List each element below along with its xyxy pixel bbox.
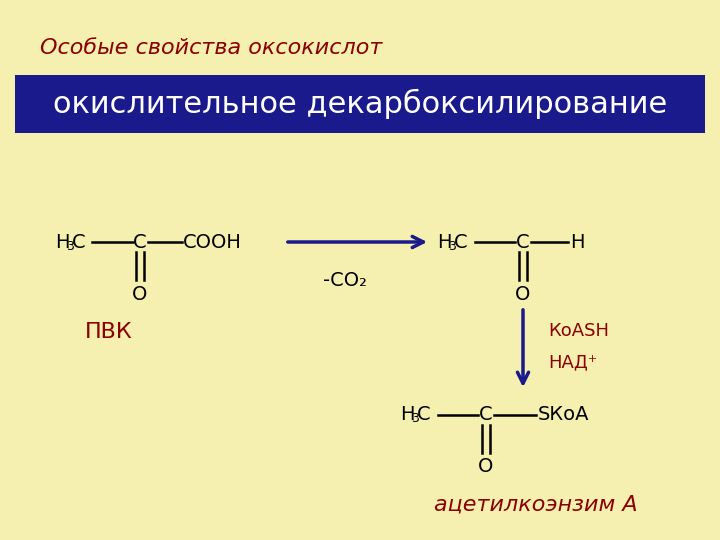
Text: окислительное декарбоксилирование: окислительное декарбоксилирование <box>53 89 667 119</box>
Text: C: C <box>133 233 147 252</box>
Text: C: C <box>72 233 86 252</box>
Text: ацетилкоэнзим А: ацетилкоэнзим А <box>434 495 638 515</box>
Text: 3: 3 <box>448 240 456 253</box>
Text: C: C <box>417 406 431 424</box>
Text: O: O <box>516 285 531 303</box>
Text: H: H <box>437 233 451 252</box>
Text: C: C <box>454 233 467 252</box>
Text: SКоА: SКоА <box>538 406 590 424</box>
Text: O: O <box>132 285 148 303</box>
FancyBboxPatch shape <box>15 75 705 133</box>
Text: НАД⁺: НАД⁺ <box>548 354 598 372</box>
Text: ПВК: ПВК <box>85 322 132 342</box>
Text: Особые свойства оксокислот: Особые свойства оксокислот <box>40 38 382 58</box>
Text: КоАSН: КоАSН <box>548 321 609 340</box>
Text: H: H <box>570 233 585 252</box>
Text: O: O <box>478 457 494 476</box>
Text: C: C <box>480 406 492 424</box>
Text: C: C <box>516 233 530 252</box>
Text: H: H <box>400 406 415 424</box>
Text: COOH: COOH <box>183 233 242 252</box>
Text: 3: 3 <box>411 413 419 426</box>
Text: 3: 3 <box>66 240 74 253</box>
Text: -CO₂: -CO₂ <box>323 271 367 289</box>
Text: H: H <box>55 233 70 252</box>
